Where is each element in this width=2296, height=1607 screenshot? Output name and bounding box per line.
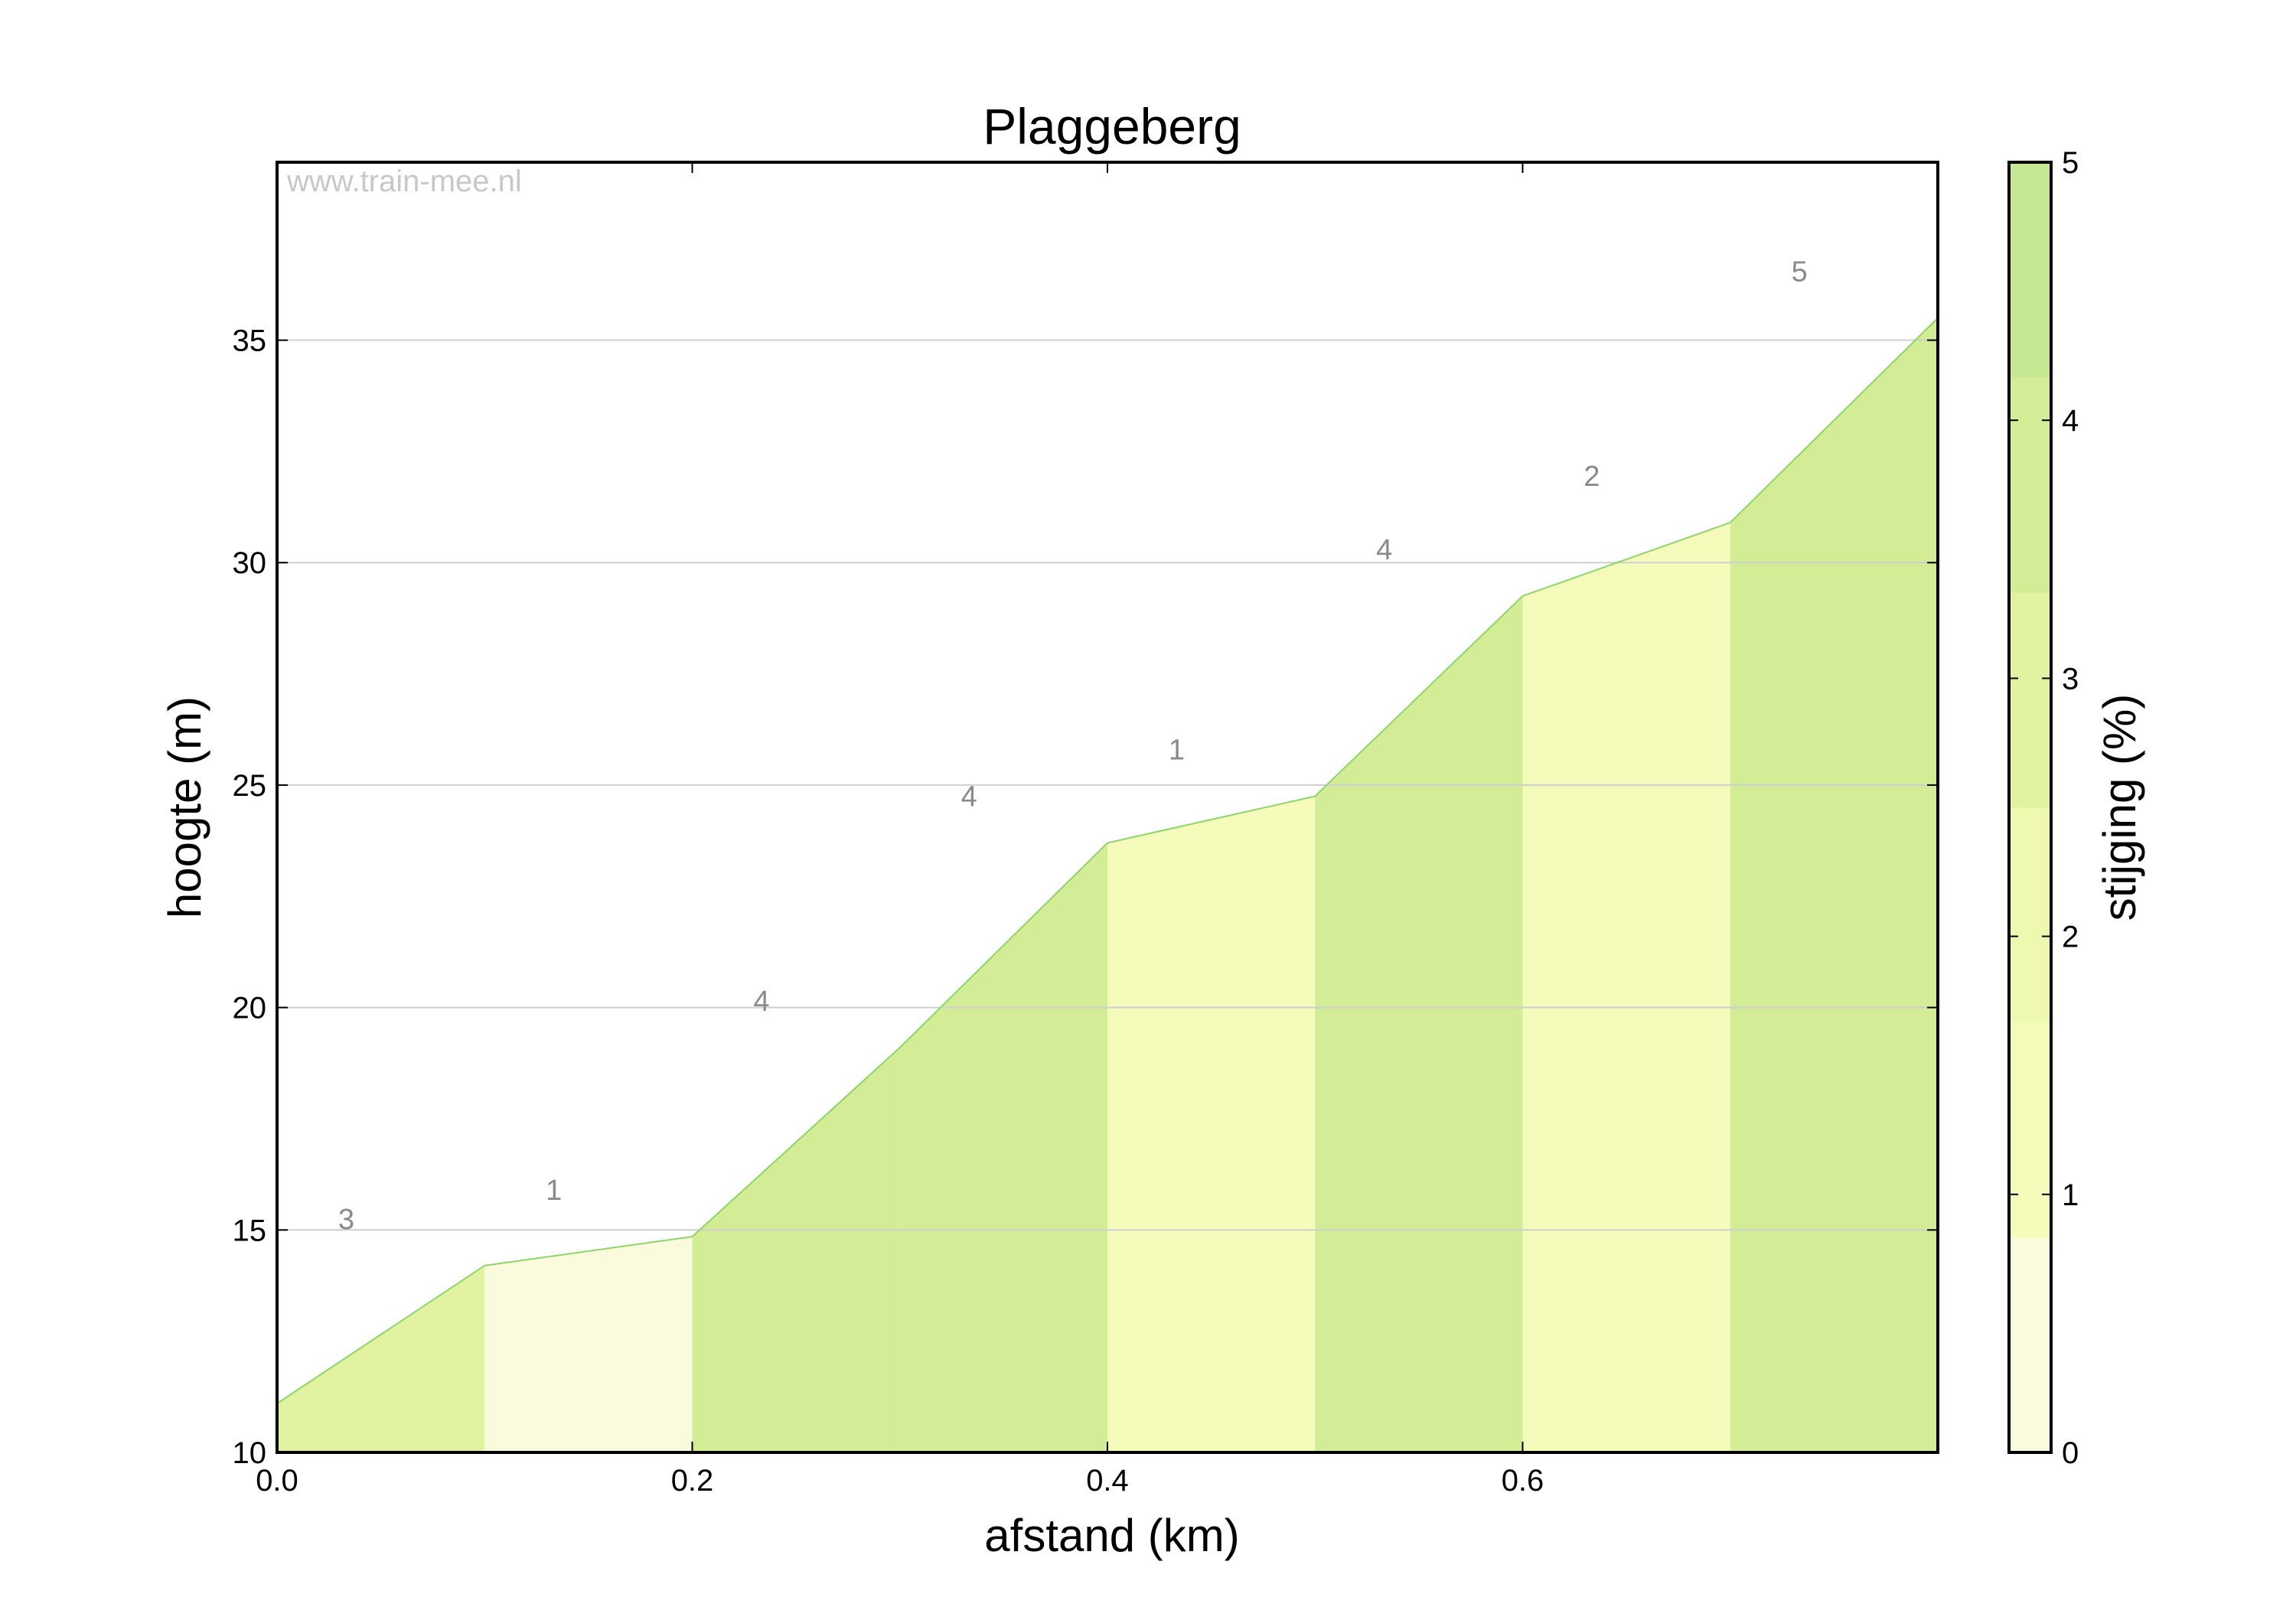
colorbar-frame: [2007, 161, 2053, 1454]
x-axis-title: afstand (km): [984, 1510, 1239, 1561]
segment-gradient-label: 4: [753, 986, 769, 1018]
segment-fill: [1522, 522, 1730, 1452]
colorbar-band: [2009, 807, 2051, 1023]
colorbar-tick-label: 0: [2062, 1436, 2079, 1470]
segment-fill: [899, 843, 1107, 1452]
segment-fill: [277, 1265, 485, 1452]
colorbar: 0 1 2 3 4 5: [2007, 146, 2079, 1470]
segment-fill: [1315, 595, 1523, 1452]
y-tick-label: 35: [233, 324, 267, 358]
x-tick-label: 0.2: [671, 1464, 714, 1498]
profile-line: [276, 317, 1939, 1404]
gridlines: [277, 339, 1938, 1231]
segment-gradient-label: 1: [546, 1175, 562, 1207]
segment-fill: [1107, 796, 1316, 1452]
colorbar-band: [2009, 377, 2051, 593]
x-tick-label: 0.6: [1502, 1464, 1544, 1498]
watermark: www.train-mee.nl: [286, 165, 522, 198]
segment-gradient-label: 4: [961, 781, 977, 813]
colorbar-tick-label: 3: [2062, 662, 2079, 696]
segment-labels: 3 1 4 4 1 4 2 5: [338, 256, 1808, 1235]
segment-fill: [1730, 318, 1938, 1452]
x-tick-label: 0.0: [256, 1464, 298, 1498]
y-tick-label: 10: [233, 1436, 267, 1470]
y-tick-label: 20: [233, 992, 267, 1025]
colorbar-band: [2009, 1237, 2051, 1453]
segment-gradient-label: 4: [1376, 534, 1392, 566]
colorbar-tick-label: 5: [2062, 146, 2079, 180]
colorbar-band: [2009, 592, 2051, 808]
x-tick-label: 0.4: [1086, 1464, 1129, 1498]
y-tick-label: 15: [233, 1214, 267, 1247]
segment-fills: [277, 318, 1938, 1452]
segment-gradient-label: 1: [1169, 734, 1185, 766]
colorbar-tick-label: 4: [2062, 404, 2079, 438]
segment-gradient-label: 2: [1583, 461, 1600, 493]
y-tick-label: 30: [233, 546, 267, 580]
chart-title: Plaggeberg: [983, 98, 1241, 155]
segment-fill: [692, 1047, 900, 1452]
segment-fill: [484, 1237, 693, 1452]
y-axis-title: hoogte (m): [159, 696, 210, 918]
colorbar-tick-label: 2: [2062, 921, 2079, 954]
segment-gradient-label: 3: [338, 1204, 354, 1236]
colorbar-tick-label: 1: [2062, 1178, 2079, 1212]
colorbar-band: [2009, 1022, 2051, 1238]
segment-gradient-label: 5: [1792, 256, 1808, 288]
y-tick-label: 25: [233, 769, 267, 803]
colorbar-title: stijging (%): [2094, 694, 2145, 921]
colorbar-band: [2009, 162, 2051, 378]
profile-line-group: [276, 317, 1939, 1404]
